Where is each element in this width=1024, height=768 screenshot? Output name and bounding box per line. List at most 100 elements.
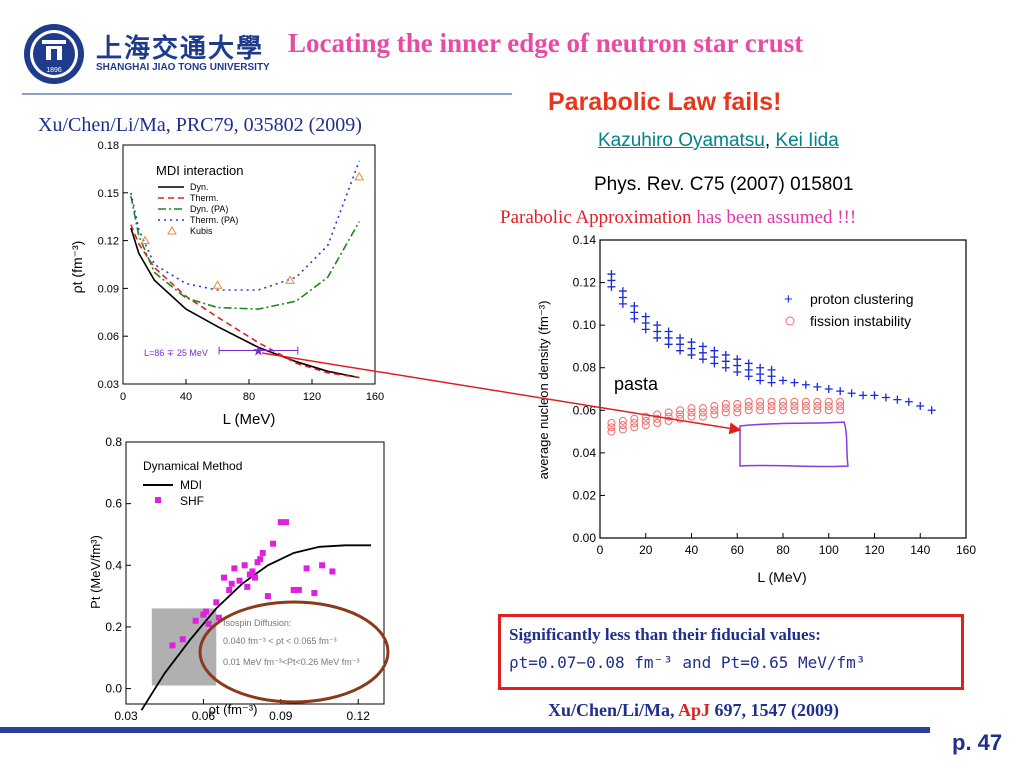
x-tick-label: 100 xyxy=(819,543,839,557)
slide-title: Locating the inner edge of neutron star … xyxy=(288,28,804,58)
legend-shf-label: SHF xyxy=(180,494,204,508)
x-tick-label: 140 xyxy=(910,543,930,557)
y-axis-label: Pt (MeV/fm³) xyxy=(88,535,103,609)
proton-point xyxy=(664,327,673,336)
legend-plus-icon: + xyxy=(784,291,793,308)
fission-point xyxy=(836,397,845,406)
author-link-iida[interactable]: Kei Iida xyxy=(775,130,839,151)
summary-line-2: ρt=0.07−0.08 fm⁻³ and Pt=0.65 MeV/fm³ xyxy=(509,653,866,672)
shf-point xyxy=(290,586,297,593)
headline: Parabolic Law fails! xyxy=(548,88,782,116)
y-tick-label: 0.02 xyxy=(573,488,597,502)
legend: Dyn.Therm.Dyn. (PA)Therm. (PA)Kubis xyxy=(158,182,238,236)
legend-label: Dyn. xyxy=(190,182,209,192)
assumption-term: Parabolic Approximation xyxy=(500,207,692,228)
shf-point xyxy=(319,562,326,569)
author-link-oyamatsu[interactable]: Kazuhiro Oyamatsu xyxy=(598,130,765,151)
proton-point xyxy=(630,301,639,310)
legend-mdi-label: MDI xyxy=(180,478,202,492)
journal-reference: Phys. Rev. C75 (2007) 015801 xyxy=(594,174,854,195)
chart-pressure-vs-density: 0.0 0.2 0.4 0.6 0.8 0.03 0.06 0.09 0.12 Dynamic… xyxy=(88,435,390,722)
isospin-density-range: 0.040 fm⁻³ < ρt < 0.065 fm⁻³ xyxy=(223,636,337,646)
legend-label: Dyn. (PA) xyxy=(190,204,228,214)
y-tick-label: 0.0 xyxy=(105,682,122,696)
assumption-rest: has been assumed !!! xyxy=(691,207,857,228)
y-tick-label: 0.04 xyxy=(573,446,597,460)
shf-point xyxy=(241,562,248,569)
shf-point xyxy=(213,599,220,606)
shf-point xyxy=(295,586,302,593)
x-tick-label: 80 xyxy=(776,543,790,557)
y-tick-label: 0.08 xyxy=(573,361,597,375)
fission-point xyxy=(767,402,776,411)
fission-point xyxy=(756,406,765,415)
legend-title: Dynamical Method xyxy=(143,459,242,473)
isospin-pressure-range: 0.01 MeV fm⁻³<Pt<0.26 MeV fm⁻³ xyxy=(223,657,360,667)
kubis-marker xyxy=(212,280,223,289)
legend-label: Therm. xyxy=(190,193,219,203)
shf-point xyxy=(231,565,238,572)
x-tick-label: 0 xyxy=(597,543,604,557)
fission-point xyxy=(779,402,787,411)
shf-point xyxy=(228,580,235,587)
y-tick-label: 0.8 xyxy=(105,435,122,449)
fission-point xyxy=(801,406,810,415)
proton-point xyxy=(653,321,662,330)
proton-point xyxy=(836,387,845,396)
y-tick-label: 0.14 xyxy=(573,233,597,247)
kubis-marker xyxy=(285,275,295,284)
x-tick-label: 120 xyxy=(864,543,884,557)
fission-point xyxy=(813,406,822,415)
fission-point xyxy=(801,402,810,411)
x-tick-label: 40 xyxy=(180,391,192,403)
y-tick-label: 0.09 xyxy=(98,283,119,295)
x-tick-label: 0 xyxy=(120,391,126,403)
x-axis-label: L (MeV) xyxy=(757,569,806,585)
legend-title: MDI interaction xyxy=(156,163,243,178)
shf-point xyxy=(252,574,258,581)
shf-point xyxy=(282,519,289,526)
legend-fission-label: fission instability xyxy=(810,313,911,329)
proton-point xyxy=(916,402,925,411)
fission-point xyxy=(790,406,799,415)
shf-point xyxy=(179,636,186,643)
plot-frame xyxy=(122,144,376,385)
proton-point xyxy=(744,359,753,368)
shf-point xyxy=(270,540,277,547)
y-tick-label: 0.03 xyxy=(98,379,119,391)
proton-point xyxy=(893,395,902,404)
fission-point xyxy=(744,406,753,415)
university-seal-icon: 1896 xyxy=(24,24,84,84)
pasta-label: pasta xyxy=(614,374,659,394)
x-axis-label: L (MeV) xyxy=(223,411,276,428)
university-logo: 1896 xyxy=(20,22,242,86)
shf-point xyxy=(215,614,222,621)
bottom-reference: Xu/Chen/Li/Ma, ApJ 697, 1547 (2009) xyxy=(548,700,839,721)
fission-point xyxy=(779,397,787,406)
bottom-ref-authors: Xu/Chen/Li/Ma, xyxy=(548,700,679,720)
proton-point xyxy=(641,312,650,321)
x-tick-label: 80 xyxy=(243,391,255,403)
fission-point xyxy=(813,397,822,406)
shf-point xyxy=(192,617,199,624)
left-reference: Xu/Chen/Li/Ma, PRC79, 035802 (2009) xyxy=(38,114,362,136)
shf-point xyxy=(303,565,310,572)
logo-year: 1896 xyxy=(46,67,62,74)
x-tick-label: 40 xyxy=(685,543,699,557)
legend-swatch xyxy=(167,225,177,235)
x-tick-label: 0.12 xyxy=(347,709,371,722)
logo-chinese-name: 上海交通大學 xyxy=(96,34,265,64)
x-axis-ticks: 0.03 0.06 0.09 0.12 xyxy=(114,699,370,722)
y-tick-label: 0.06 xyxy=(573,403,597,417)
fission-point xyxy=(824,406,833,415)
fission-point xyxy=(756,402,765,411)
fission-point xyxy=(836,402,845,411)
proton-point xyxy=(927,406,936,415)
fission-point xyxy=(836,406,845,415)
shf-point xyxy=(277,519,284,526)
chart-density-vs-L: 0.03 0.06 0.09 0.12 0.15 0.18 0 40 80 120 160 ★ L… xyxy=(69,140,384,428)
highlight-ellipse xyxy=(198,600,390,704)
footer-page-area xyxy=(930,727,1024,768)
fission-point xyxy=(824,402,833,411)
shf-point xyxy=(264,593,271,600)
